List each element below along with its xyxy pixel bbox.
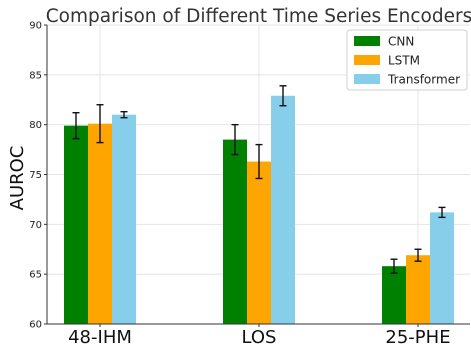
x-tick-label: 48-IHM (68, 327, 132, 348)
axes (44, 24, 470, 327)
bar-cnn-25-phe (382, 266, 406, 324)
y-tick-label: 60 (29, 320, 42, 331)
legend-swatch-cnn (354, 36, 380, 46)
bar-lstm-48-ihm (88, 123, 112, 324)
legend-label-transformer: Transformer (387, 73, 460, 87)
bar-lstm-25-phe (406, 255, 430, 324)
error-bars (72, 85, 446, 274)
legend-swatch-transformer (354, 74, 380, 84)
y-tick-labels: 60 65 70 75 80 85 90 (29, 21, 42, 331)
y-tick-label: 85 (29, 70, 42, 81)
legend-swatch-lstm (354, 55, 380, 65)
y-tick-label: 70 (29, 220, 42, 231)
y-axis-label: AUROC (7, 146, 28, 211)
bar-cnn-48-ihm (64, 125, 88, 324)
legend: CNN LSTM Transformer (346, 29, 468, 91)
bar-lstm-los (247, 161, 271, 324)
x-tick-label: LOS (242, 327, 277, 348)
y-tick-label: 75 (29, 170, 42, 181)
x-tick-labels: 48-IHM LOS 25-PHE (68, 327, 450, 348)
y-tick-label: 80 (29, 120, 42, 131)
x-tick-label: 25-PHE (385, 327, 450, 348)
bars (64, 95, 454, 324)
legend-label-cnn: CNN (388, 35, 414, 49)
bar-transformer-25-phe (430, 212, 454, 324)
legend-label-lstm: LSTM (388, 54, 420, 68)
bar-transformer-los (271, 95, 295, 324)
y-tick-label: 90 (29, 21, 42, 32)
y-tick-label: 65 (29, 270, 42, 281)
bar-transformer-48-ihm (112, 114, 136, 324)
chart-title: Comparison of Different Time Series Enco… (46, 6, 471, 27)
bar-cnn-los (223, 139, 247, 324)
